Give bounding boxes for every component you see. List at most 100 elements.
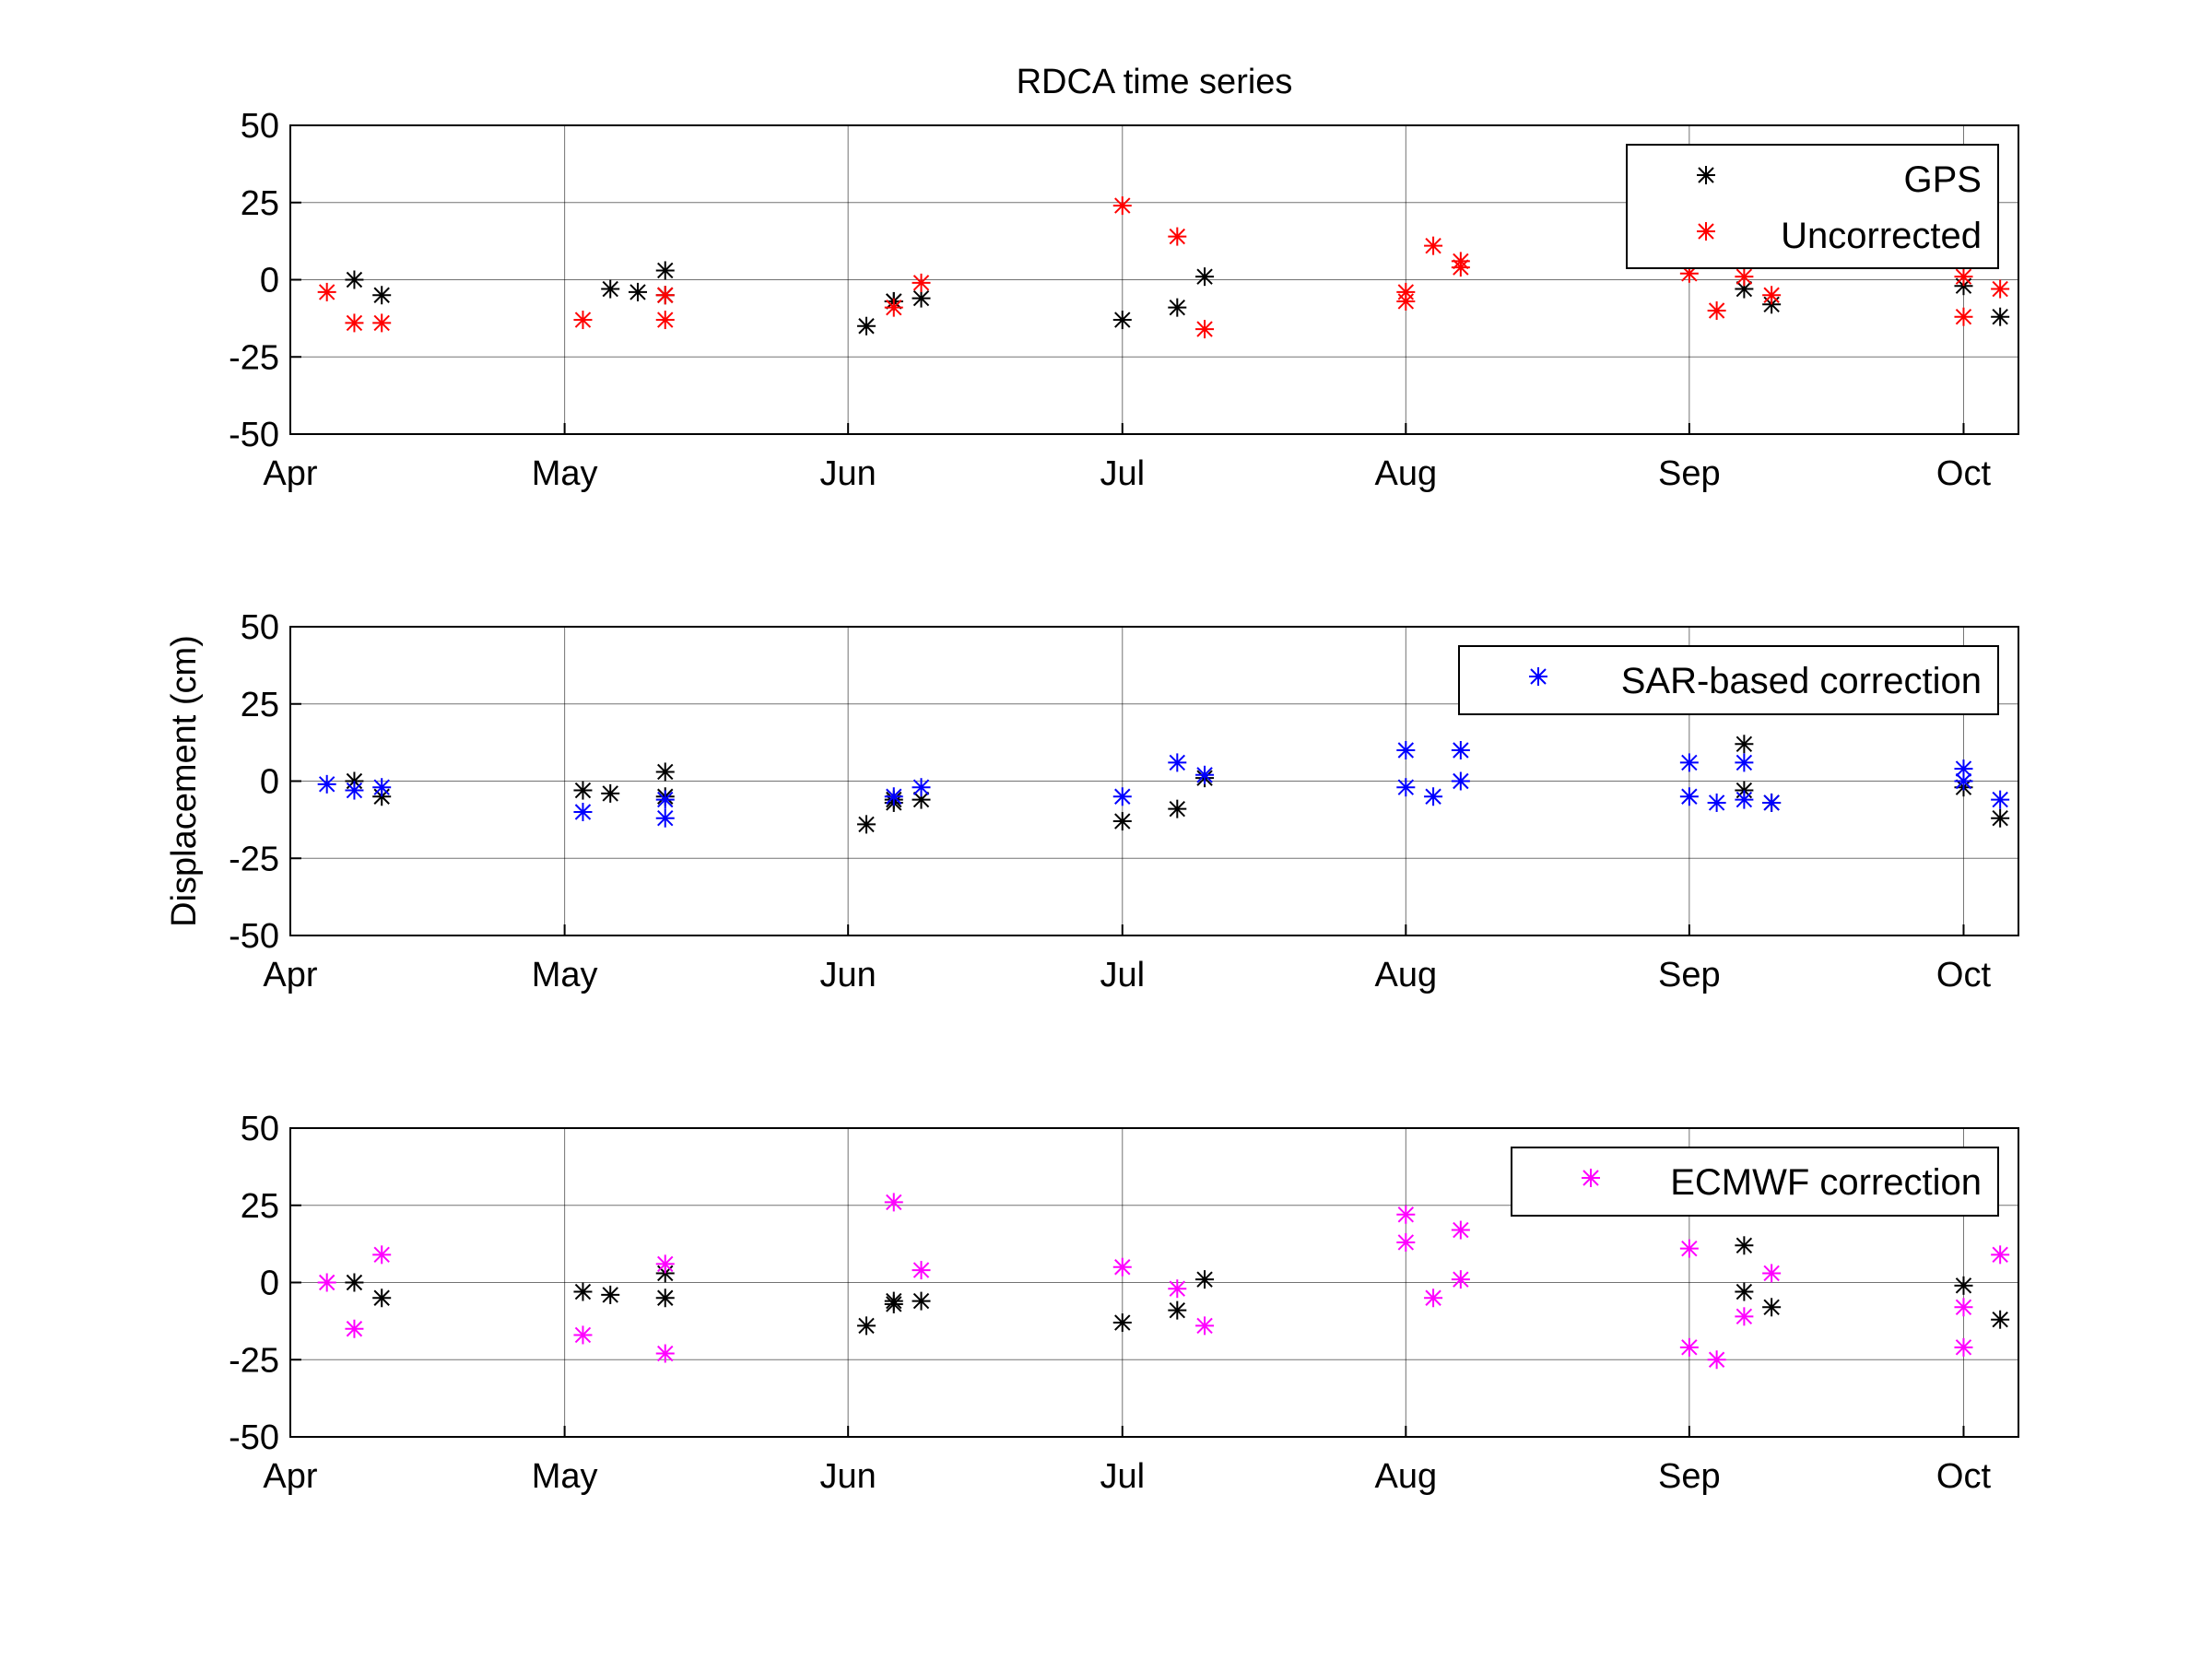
data-point bbox=[601, 783, 620, 803]
x-tick-label: Jun bbox=[820, 1457, 877, 1496]
series-2 bbox=[317, 1193, 2010, 1370]
data-point bbox=[573, 781, 593, 800]
data-point bbox=[912, 1291, 931, 1311]
legend: GPS Uncorrected bbox=[1626, 144, 1999, 269]
data-point bbox=[573, 803, 593, 821]
data-point bbox=[1735, 1236, 1754, 1255]
data-point bbox=[1707, 301, 1726, 320]
data-point bbox=[1762, 1264, 1782, 1283]
data-point bbox=[1679, 753, 1699, 772]
data-point bbox=[1679, 1239, 1699, 1258]
chart-panel-1: RDCA time series Apr May Jun Jul Aug Sep Oct 50 2… bbox=[229, 63, 2019, 493]
series-2 bbox=[317, 741, 2010, 828]
data-point bbox=[345, 270, 364, 289]
y-tick-label: 0 bbox=[260, 763, 279, 802]
data-point bbox=[372, 286, 392, 305]
legend-marker bbox=[1582, 1169, 1600, 1187]
data-point bbox=[372, 1288, 392, 1308]
data-point bbox=[1396, 1232, 1416, 1252]
data-point bbox=[1112, 1313, 1132, 1333]
y-tick-label: 50 bbox=[241, 608, 279, 647]
data-point bbox=[1735, 753, 1754, 772]
data-point bbox=[1451, 1270, 1470, 1289]
data-point bbox=[655, 286, 675, 305]
x-tick-label: Jul bbox=[1100, 454, 1145, 493]
data-point bbox=[655, 261, 675, 280]
series-1 bbox=[345, 261, 2010, 335]
data-point bbox=[1762, 793, 1782, 812]
x-tick-label: Aug bbox=[1375, 454, 1438, 493]
y-tick-label: 25 bbox=[241, 686, 279, 724]
x-tick-label: Sep bbox=[1658, 956, 1721, 994]
y-tick-label: -25 bbox=[229, 1341, 279, 1380]
x-tick-label: Oct bbox=[1936, 1457, 1992, 1496]
data-point bbox=[1707, 1350, 1726, 1370]
data-point bbox=[1991, 790, 2010, 809]
legend-marker bbox=[1697, 222, 1715, 241]
data-point bbox=[601, 279, 620, 299]
legend: SAR-based correction bbox=[1458, 645, 1999, 715]
data-point bbox=[1168, 799, 1187, 818]
data-point bbox=[655, 311, 675, 330]
data-point bbox=[1954, 267, 1973, 287]
data-point bbox=[1168, 1279, 1187, 1299]
data-point bbox=[912, 1261, 931, 1280]
data-point bbox=[345, 781, 364, 800]
x-tick-label: Apr bbox=[263, 454, 317, 493]
data-point bbox=[317, 282, 336, 301]
legend: ECMWF correction bbox=[1511, 1147, 1999, 1217]
x-tick-label: May bbox=[532, 454, 598, 493]
data-point bbox=[912, 288, 931, 308]
y-tick-label: 50 bbox=[241, 107, 279, 146]
data-point bbox=[601, 1285, 620, 1304]
legend-box bbox=[1511, 1147, 1999, 1217]
data-point bbox=[1451, 741, 1470, 759]
data-point bbox=[1168, 298, 1187, 317]
x-tick-label: Jun bbox=[820, 956, 877, 994]
x-tick-label: Apr bbox=[263, 956, 317, 994]
data-point bbox=[1991, 1310, 2010, 1329]
data-point bbox=[573, 1282, 593, 1301]
data-point bbox=[857, 1316, 876, 1335]
data-point bbox=[1195, 1316, 1215, 1335]
data-point bbox=[1424, 236, 1443, 255]
data-point bbox=[1762, 286, 1782, 305]
chart-panel-2: Displacement (cm) Apr May Jun Jul Aug Sep Oct 50… bbox=[165, 608, 2019, 994]
data-point bbox=[1195, 267, 1215, 287]
data-point bbox=[1451, 258, 1470, 277]
data-point bbox=[372, 1245, 392, 1265]
legend-label: SAR-based correction bbox=[1621, 661, 1982, 701]
data-point bbox=[1195, 320, 1215, 339]
y-tick-label: 25 bbox=[241, 184, 279, 223]
data-point bbox=[884, 787, 903, 806]
x-tick-label: Aug bbox=[1375, 956, 1438, 994]
x-tick-label: Jul bbox=[1100, 1457, 1145, 1496]
data-point bbox=[1991, 279, 2010, 299]
data-point bbox=[372, 313, 392, 333]
legend-label: Uncorrected bbox=[1781, 216, 1982, 256]
data-point bbox=[655, 808, 675, 828]
data-point bbox=[655, 762, 675, 782]
data-point bbox=[1735, 735, 1754, 754]
data-point bbox=[1396, 1205, 1416, 1224]
x-tick-label: Sep bbox=[1658, 1457, 1721, 1496]
data-point bbox=[345, 1319, 364, 1338]
data-point bbox=[345, 1273, 364, 1292]
y-tick-label: -25 bbox=[229, 338, 279, 377]
data-point bbox=[1396, 282, 1416, 301]
data-point bbox=[345, 313, 364, 333]
y-tick-label: -50 bbox=[229, 416, 279, 454]
legend-marker bbox=[1529, 667, 1547, 686]
data-point bbox=[1112, 787, 1132, 806]
data-point bbox=[1451, 1220, 1470, 1240]
y-axis-label: Displacement (cm) bbox=[165, 635, 204, 927]
x-tick-label: Sep bbox=[1658, 454, 1721, 493]
data-point bbox=[1168, 1300, 1187, 1320]
data-point bbox=[912, 778, 931, 797]
data-point bbox=[655, 1344, 675, 1363]
x-tick-label: Jul bbox=[1100, 956, 1145, 994]
x-tick-label: Aug bbox=[1375, 1457, 1438, 1496]
data-point bbox=[912, 790, 931, 809]
data-point bbox=[372, 778, 392, 797]
